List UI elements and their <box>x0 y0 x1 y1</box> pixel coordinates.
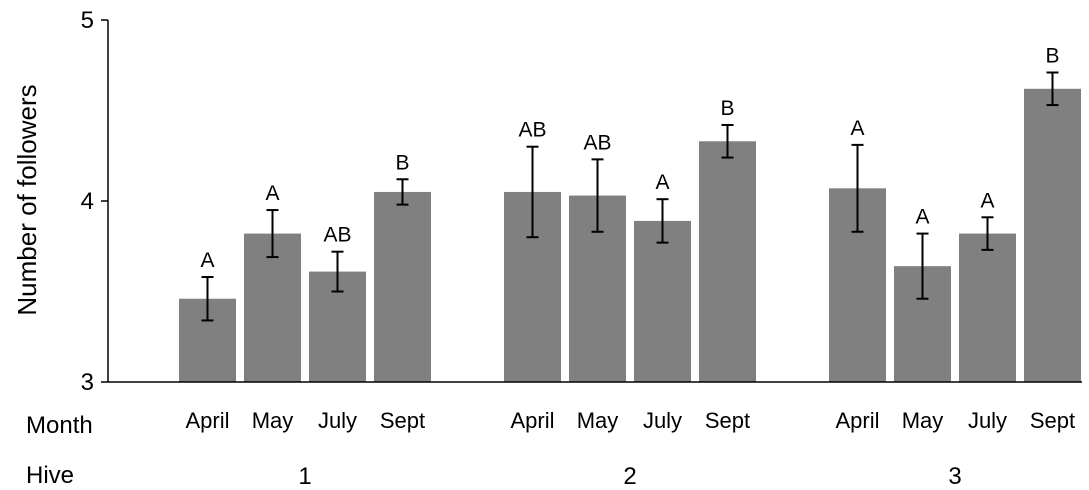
significance-label: A <box>655 171 669 194</box>
month-tick-label: May <box>902 408 944 433</box>
significance-label: A <box>915 206 929 229</box>
bar <box>244 233 301 382</box>
bar <box>699 141 756 382</box>
month-tick-label: Sept <box>705 408 750 433</box>
hive-group-label: 3 <box>948 463 961 490</box>
bar <box>959 233 1016 382</box>
hive-group-label: 1 <box>298 463 311 490</box>
y-axis-label: Number of followers <box>12 84 42 315</box>
y-tick-label: 4 <box>81 188 94 215</box>
month-tick-label: May <box>252 408 294 433</box>
significance-label: A <box>850 117 864 140</box>
bar <box>1024 88 1081 382</box>
month-tick-label: April <box>510 408 554 433</box>
significance-label: A <box>200 249 214 272</box>
month-tick-label: July <box>968 408 1007 433</box>
y-tick-label: 5 <box>81 7 94 34</box>
month-tick-label: April <box>835 408 879 433</box>
month-tick-label: Sept <box>1030 408 1075 433</box>
significance-label: AB <box>518 119 546 142</box>
month-tick-label: April <box>185 408 229 433</box>
month-tick-label: July <box>318 408 357 433</box>
month-tick-label: May <box>577 408 619 433</box>
bar <box>634 220 691 382</box>
hive-group-label: 2 <box>623 463 636 490</box>
significance-label: AB <box>583 131 611 154</box>
significance-label: A <box>265 182 279 205</box>
significance-label: B <box>1045 44 1059 67</box>
significance-label: B <box>395 151 409 174</box>
significance-label: B <box>720 97 734 120</box>
hive-row-label: Hive <box>26 462 74 489</box>
significance-label: A <box>980 189 994 212</box>
bar <box>374 191 431 382</box>
month-tick-label: Sept <box>380 408 425 433</box>
month-tick-label: July <box>643 408 682 433</box>
month-row-label: Month <box>26 412 93 439</box>
significance-label: AB <box>323 224 351 247</box>
y-tick-label: 3 <box>81 369 94 396</box>
